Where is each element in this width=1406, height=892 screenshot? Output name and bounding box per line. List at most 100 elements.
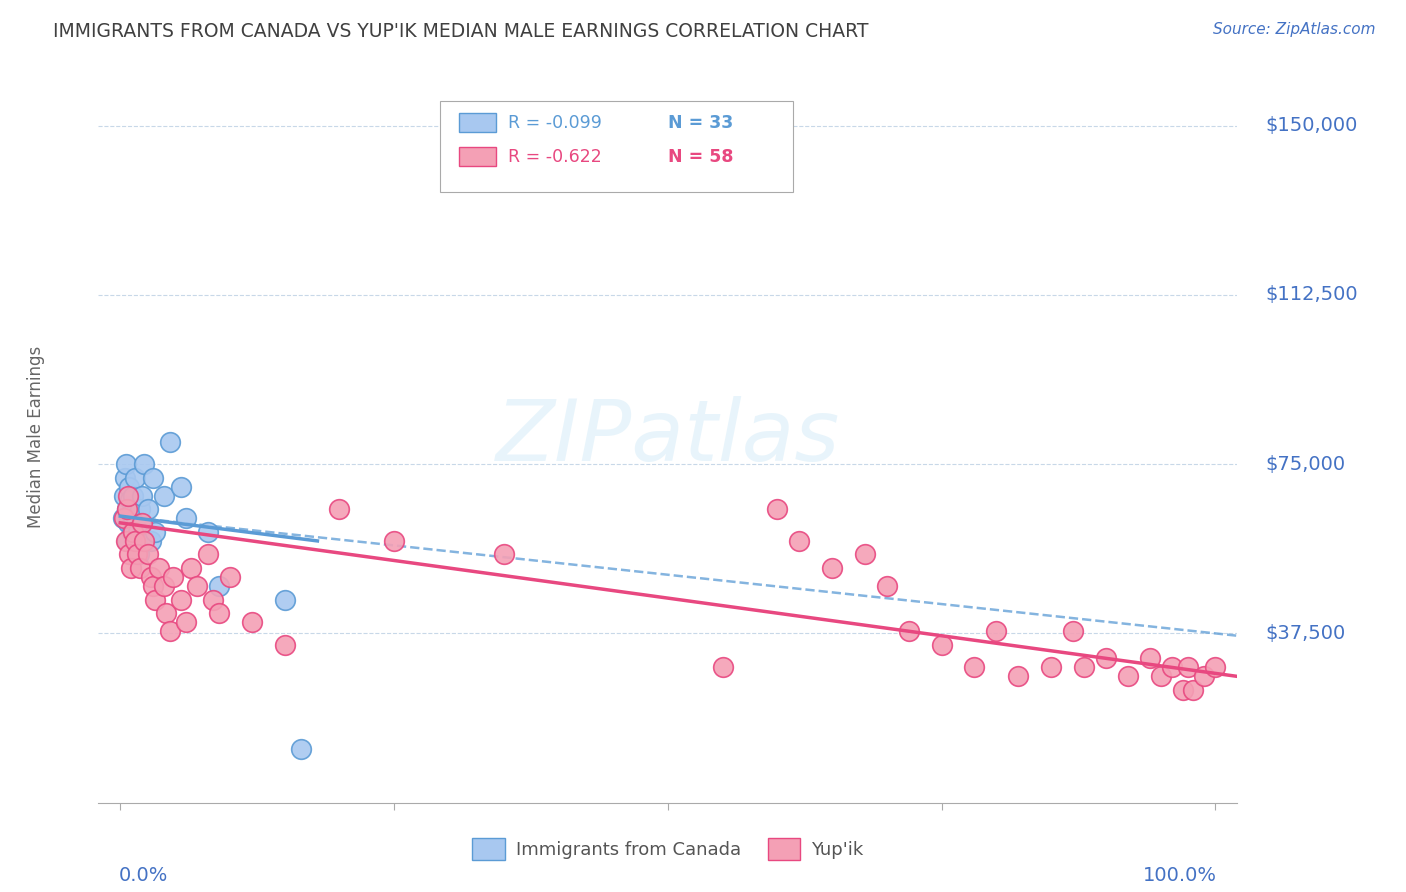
Point bbox=[1149, 669, 1171, 683]
Text: ZIPatlas: ZIPatlas bbox=[496, 395, 839, 479]
Point bbox=[273, 638, 295, 652]
Point bbox=[180, 561, 202, 575]
Point bbox=[153, 489, 176, 503]
Point bbox=[155, 606, 177, 620]
Point bbox=[129, 561, 152, 575]
Point bbox=[134, 533, 156, 548]
Point bbox=[162, 570, 184, 584]
Point bbox=[174, 615, 197, 630]
Text: Median Male Earnings: Median Male Earnings bbox=[27, 346, 45, 528]
Point bbox=[129, 502, 152, 516]
Text: Source: ZipAtlas.com: Source: ZipAtlas.com bbox=[1212, 22, 1375, 37]
Point bbox=[121, 524, 143, 539]
Point bbox=[1040, 660, 1063, 674]
Point bbox=[931, 638, 953, 652]
Point bbox=[197, 548, 219, 562]
Point bbox=[1095, 651, 1118, 665]
Point bbox=[115, 502, 138, 516]
Point bbox=[197, 524, 219, 539]
Point bbox=[1177, 660, 1199, 674]
Point bbox=[115, 533, 138, 548]
Legend: Immigrants from Canada, Yup'ik: Immigrants from Canada, Yup'ik bbox=[465, 830, 870, 867]
Point bbox=[117, 489, 139, 503]
Point bbox=[125, 548, 148, 562]
Text: 0.0%: 0.0% bbox=[120, 866, 169, 885]
Point bbox=[128, 548, 150, 562]
Point bbox=[1160, 660, 1182, 674]
Point bbox=[159, 624, 181, 639]
Point bbox=[1007, 669, 1029, 683]
Point bbox=[1073, 660, 1095, 674]
Point bbox=[134, 457, 156, 471]
Point bbox=[114, 457, 136, 471]
Text: $150,000: $150,000 bbox=[1265, 116, 1358, 135]
Point bbox=[218, 570, 240, 584]
Point bbox=[1171, 682, 1194, 697]
Point bbox=[124, 511, 146, 525]
Point bbox=[963, 660, 986, 674]
Point bbox=[1182, 682, 1205, 697]
FancyBboxPatch shape bbox=[440, 101, 793, 192]
Point bbox=[139, 570, 162, 584]
Point bbox=[169, 592, 191, 607]
Text: $75,000: $75,000 bbox=[1265, 455, 1346, 474]
Point bbox=[122, 524, 145, 539]
Point bbox=[382, 533, 405, 548]
Point bbox=[169, 480, 191, 494]
Point bbox=[853, 548, 876, 562]
Text: R = -0.622: R = -0.622 bbox=[509, 148, 602, 166]
Point bbox=[111, 511, 134, 525]
Point bbox=[186, 579, 208, 593]
Point bbox=[124, 533, 146, 548]
Point bbox=[492, 548, 515, 562]
FancyBboxPatch shape bbox=[460, 113, 496, 132]
Point bbox=[986, 624, 1008, 639]
Point bbox=[118, 480, 141, 494]
Point bbox=[1116, 669, 1139, 683]
Point bbox=[1139, 651, 1161, 665]
FancyBboxPatch shape bbox=[460, 147, 496, 167]
Point bbox=[290, 741, 312, 756]
Text: $112,500: $112,500 bbox=[1265, 285, 1358, 304]
Point bbox=[142, 579, 165, 593]
Text: $37,500: $37,500 bbox=[1265, 624, 1346, 643]
Point bbox=[159, 434, 181, 449]
Point bbox=[208, 579, 231, 593]
Point bbox=[120, 493, 142, 508]
Point bbox=[120, 507, 142, 521]
Point bbox=[711, 660, 734, 674]
Text: N = 58: N = 58 bbox=[668, 148, 734, 166]
Point bbox=[145, 524, 167, 539]
Point bbox=[240, 615, 263, 630]
Text: 100.0%: 100.0% bbox=[1143, 866, 1216, 885]
Text: IMMIGRANTS FROM CANADA VS YUP'IK MEDIAN MALE EARNINGS CORRELATION CHART: IMMIGRANTS FROM CANADA VS YUP'IK MEDIAN … bbox=[53, 22, 869, 41]
Point bbox=[125, 533, 148, 548]
Point bbox=[127, 524, 149, 539]
Point bbox=[131, 489, 153, 503]
Point bbox=[876, 579, 898, 593]
Point bbox=[136, 548, 159, 562]
Point bbox=[1194, 669, 1216, 683]
Point bbox=[897, 624, 920, 639]
Point bbox=[122, 489, 145, 503]
Text: N = 33: N = 33 bbox=[668, 113, 733, 131]
Point bbox=[129, 516, 152, 530]
Point bbox=[112, 489, 135, 503]
Point bbox=[766, 502, 789, 516]
Point bbox=[115, 502, 138, 516]
Point bbox=[114, 471, 136, 485]
Point bbox=[131, 516, 153, 530]
Point bbox=[1204, 660, 1226, 674]
Point bbox=[174, 511, 197, 525]
Point bbox=[328, 502, 350, 516]
Point bbox=[1062, 624, 1084, 639]
Point bbox=[273, 592, 295, 607]
Point bbox=[124, 471, 146, 485]
Point bbox=[136, 502, 159, 516]
Point bbox=[145, 592, 167, 607]
Point bbox=[148, 561, 170, 575]
Point bbox=[208, 606, 231, 620]
Point bbox=[821, 561, 844, 575]
Text: R = -0.099: R = -0.099 bbox=[509, 113, 602, 131]
Point bbox=[117, 516, 139, 530]
